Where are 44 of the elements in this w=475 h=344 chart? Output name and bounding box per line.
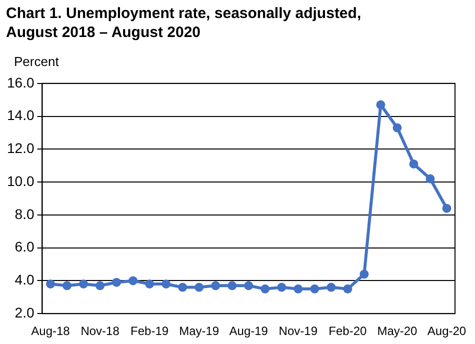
point [211, 281, 220, 290]
x-tick-label: Feb-20 [328, 324, 368, 338]
x-tick-label: Aug-20 [427, 324, 466, 338]
point [46, 280, 56, 289]
y-tick-label: 10.0 [7, 172, 34, 189]
point [360, 270, 369, 279]
y-tick-label: 6.0 [14, 238, 34, 255]
y-tick-label: 12.0 [7, 140, 34, 156]
point [426, 174, 435, 184]
chart-title: Chart 1. Unemployment rate, seasonally adjusted, August 2018 – August 2020 [6, 4, 362, 42]
point [294, 284, 303, 294]
point [162, 280, 171, 289]
x-tick-label: Nov-19 [278, 324, 318, 338]
x-tick-label: Aug-18 [31, 324, 70, 338]
x-tick-label: May-19 [179, 324, 220, 338]
point [376, 100, 386, 110]
x-tick-label: May-20 [377, 324, 418, 338]
point [343, 284, 352, 294]
x-tick-label: Nov-18 [80, 324, 120, 338]
point [277, 282, 286, 292]
point [62, 281, 72, 290]
y-axis-title: Percent [14, 54, 59, 69]
point [392, 123, 402, 132]
point [128, 276, 138, 286]
x-tick-label: Aug-19 [229, 324, 268, 338]
y-tick-label: 8.0 [14, 206, 34, 222]
point [409, 159, 418, 168]
point [260, 284, 270, 294]
point [326, 282, 336, 292]
point [112, 278, 122, 287]
y-tick-label: 14.0 [7, 107, 34, 124]
y-tick-label: 2.0 [14, 304, 34, 320]
point [79, 280, 88, 289]
point [96, 281, 105, 290]
point [178, 282, 188, 292]
point [194, 282, 204, 292]
point [442, 204, 452, 213]
point [310, 284, 320, 294]
point [145, 280, 154, 289]
x-tick-label: Feb-19 [130, 324, 169, 338]
point [244, 281, 254, 290]
y-tick-label: 4.0 [14, 272, 34, 288]
point [228, 281, 237, 290]
y-tick-label: 16.0 [7, 74, 34, 90]
